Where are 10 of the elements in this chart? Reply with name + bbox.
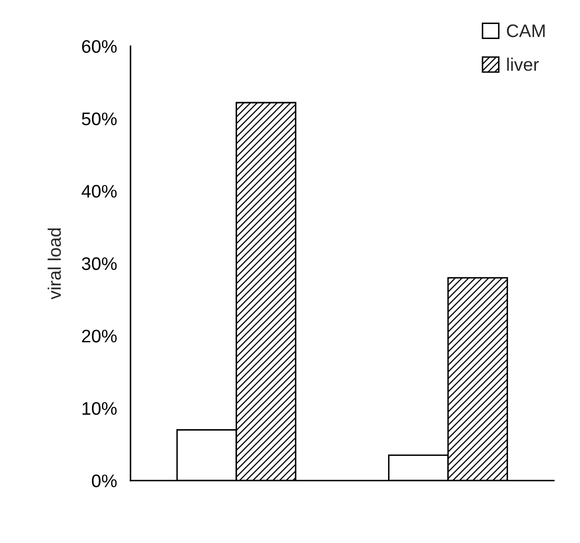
y-tick-label: 30% [82,257,117,270]
legend-label: CAM [506,24,545,38]
y-tick-label: 10% [82,402,117,415]
y-tick-label: 50% [82,112,117,126]
legend-label: liver [507,58,539,71]
y-axis-title: viral load [48,228,61,300]
y-tick-label: 40% [82,184,117,198]
y-tick-label: 0% [92,474,117,488]
y-tick-label: 20% [82,330,117,342]
y-tick-label: 60% [82,40,117,53]
